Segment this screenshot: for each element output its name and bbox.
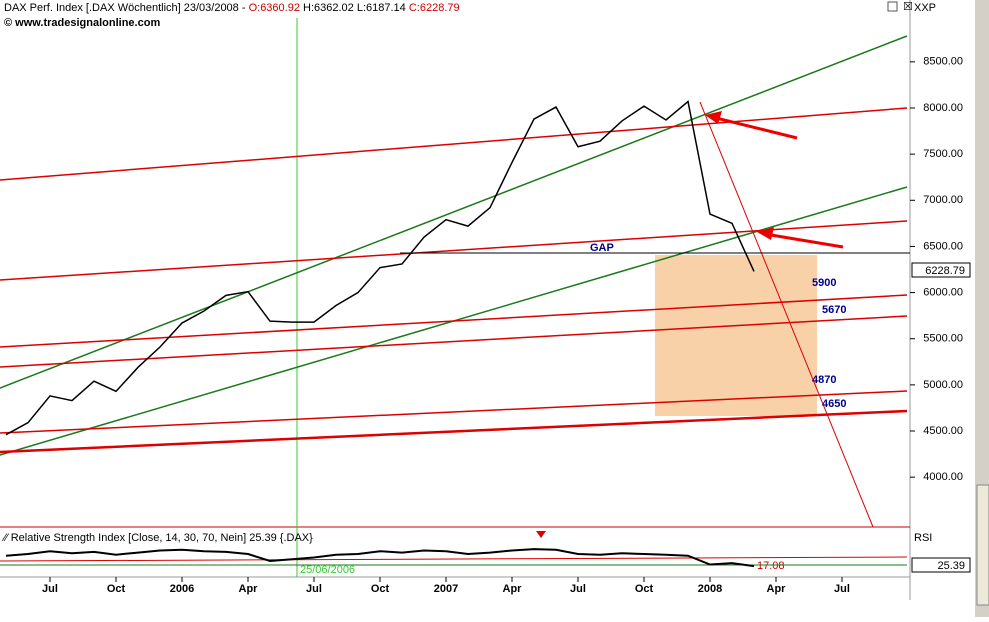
target-zone: [655, 255, 817, 416]
toolbar: [975, 0, 989, 617]
tool-buttons[interactable]: [976, 484, 989, 606]
close-button[interactable]: ☒: [903, 1, 913, 13]
x-tick-label: Apr: [239, 583, 259, 595]
x-tick-label: 2008: [698, 583, 722, 595]
x-tick-label: 2006: [170, 583, 194, 595]
last-price-box: [911, 262, 971, 278]
source: © www.tradesignalonline.com: [4, 17, 160, 29]
y-tick-label: 7500.00: [923, 148, 963, 160]
red-lines: [0, 101, 908, 528]
annotation: 4650: [822, 398, 846, 410]
rsi-last-box: [911, 557, 971, 573]
rsi-name: RSI: [914, 532, 932, 544]
annotation: 4870: [812, 374, 836, 386]
price-line: [5, 100, 755, 436]
rsi-last: 25.39: [937, 560, 965, 572]
rsi-low-label: 17.08: [757, 560, 785, 572]
x-tick-label: Apr: [767, 583, 787, 595]
y-tick-label: 4500.00: [923, 425, 963, 437]
annotation: GAP: [590, 242, 614, 254]
annotation: 5900: [812, 277, 836, 289]
x-tick-label: Oct: [371, 583, 390, 595]
y-tick-label: 8000.00: [923, 102, 963, 114]
x-tick-label: Oct: [635, 583, 654, 595]
annotation: 5670: [822, 304, 846, 316]
x-tick-label: Jul: [306, 583, 322, 595]
x-tick-label: 2007: [434, 583, 458, 595]
y-tick-label: 7000.00: [923, 194, 963, 206]
arrows: [705, 111, 844, 249]
y-tick-label: 8500.00: [923, 56, 963, 68]
y-tick-label: 5500.00: [923, 333, 963, 345]
y-tick-label: 4000.00: [923, 471, 963, 483]
chart-title: DAX Perf. Index [.DAX Wöchentlich] 23/03…: [4, 2, 460, 14]
last-price: 6228.79: [925, 265, 965, 277]
x-tick-label: Jul: [834, 583, 850, 595]
rsi-line: [5, 548, 755, 568]
y-tick-label: 5000.00: [923, 379, 963, 391]
x-tick-label: Oct: [107, 583, 126, 595]
y-tick-label: 6000.00: [923, 286, 963, 298]
x-tick-label: Jul: [42, 583, 58, 595]
rsi-title: ⁄⁄ Relative Strength Index [Close, 14, 3…: [1, 532, 313, 544]
date-label: 25/06/2006: [300, 564, 355, 576]
annotations: GAP 5900 5670 4870 4650: [590, 242, 846, 410]
rsi-trend: [0, 556, 908, 562]
axis-name: XXP: [914, 2, 936, 14]
x-tick-label: Jul: [570, 583, 586, 595]
maximize-button[interactable]: [887, 1, 898, 12]
rsi-marker: [536, 531, 546, 538]
y-tick-label: 6500.00: [923, 240, 963, 252]
x-tick-label: Apr: [503, 583, 523, 595]
